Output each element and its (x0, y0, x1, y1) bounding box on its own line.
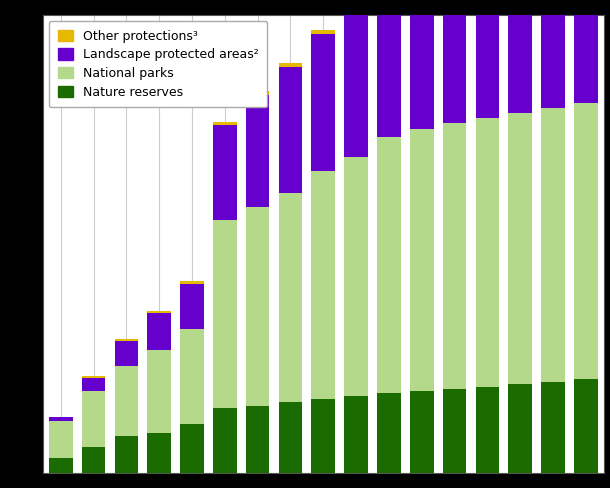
Bar (148, 313, 171, 350)
Bar (574, 379, 598, 473)
Bar (410, 129, 434, 390)
Bar (49, 417, 73, 421)
Bar (213, 122, 237, 125)
Bar (82, 376, 106, 378)
Bar (180, 284, 204, 329)
Bar (180, 281, 204, 284)
Bar (410, 390, 434, 473)
Bar (574, 103, 598, 379)
Bar (476, 386, 499, 473)
Bar (148, 350, 171, 432)
Bar (443, 389, 467, 473)
Bar (115, 366, 138, 436)
Bar (541, 382, 565, 473)
Bar (508, 0, 532, 113)
Bar (443, 123, 467, 389)
Bar (82, 447, 106, 473)
Bar (49, 458, 73, 473)
Bar (115, 339, 138, 341)
Bar (574, 0, 598, 103)
Bar (246, 207, 270, 406)
Legend: Other protections³, Landscape protected areas², National parks, Nature reserves: Other protections³, Landscape protected … (49, 21, 267, 107)
Bar (377, 137, 401, 393)
Bar (82, 390, 106, 447)
Bar (508, 113, 532, 384)
Bar (377, 6, 401, 137)
Bar (246, 95, 270, 207)
Bar (377, 393, 401, 473)
Bar (279, 402, 303, 473)
Bar (279, 193, 303, 402)
Bar (344, 157, 368, 396)
Bar (312, 171, 335, 400)
Bar (49, 421, 73, 458)
Bar (410, 0, 434, 129)
Bar (312, 34, 335, 171)
Bar (508, 384, 532, 473)
Bar (213, 220, 237, 408)
Bar (476, 0, 499, 118)
Bar (312, 30, 335, 34)
Bar (279, 67, 303, 193)
Bar (148, 432, 171, 473)
Bar (180, 424, 204, 473)
Bar (246, 91, 270, 95)
Bar (82, 378, 106, 390)
Bar (443, 0, 467, 123)
Bar (344, 0, 368, 157)
Bar (377, 1, 401, 6)
Bar (279, 63, 303, 67)
Bar (541, 0, 565, 108)
Bar (312, 400, 335, 473)
Bar (115, 341, 138, 366)
Bar (344, 396, 368, 473)
Bar (213, 125, 237, 220)
Bar (213, 408, 237, 473)
Bar (148, 311, 171, 313)
Bar (541, 108, 565, 382)
Bar (115, 436, 138, 473)
Bar (180, 329, 204, 424)
Bar (476, 118, 499, 386)
Bar (246, 406, 270, 473)
